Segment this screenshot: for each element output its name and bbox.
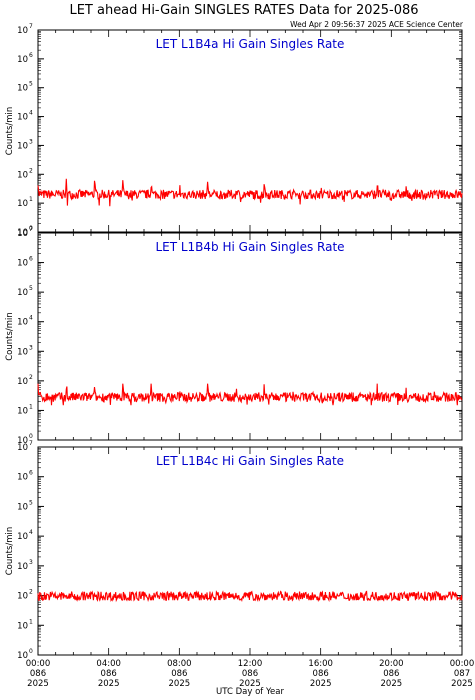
y-tick-exponent: 1 <box>29 403 33 410</box>
x-tick-year: 2025 <box>169 679 191 689</box>
x-tick-year: 2025 <box>239 679 261 689</box>
y-tick-exponent: 0 <box>29 225 33 232</box>
x-tick-year: 2025 <box>310 679 332 689</box>
y-tick-label: 10 <box>17 592 28 602</box>
y-tick-label: 10 <box>17 347 28 357</box>
y-tick-exponent: 7 <box>29 226 33 233</box>
y-tick-exponent: 4 <box>29 529 33 536</box>
y-tick-exponent: 4 <box>29 110 33 117</box>
y-tick-exponent: 7 <box>29 440 33 447</box>
y-tick-label: 10 <box>17 532 28 542</box>
y-tick-exponent: 5 <box>29 81 33 88</box>
y-tick-exponent: 1 <box>29 196 33 203</box>
y-tick-exponent: 5 <box>29 499 33 506</box>
panel-title: LET L1B4b Hi Gain Singles Rate <box>155 240 344 254</box>
y-axis-label: Counts/min <box>5 312 15 361</box>
y-tick-label: 10 <box>17 406 28 416</box>
y-tick-label: 10 <box>17 229 28 239</box>
series-line <box>37 590 463 603</box>
panel-title: LET L1B4a Hi Gain Singles Rate <box>156 37 345 51</box>
plot-frame <box>37 29 463 233</box>
y-tick-exponent: 6 <box>29 52 33 59</box>
y-tick-label: 10 <box>17 199 28 209</box>
y-tick-exponent: 5 <box>29 285 33 292</box>
y-tick-exponent: 0 <box>29 648 33 655</box>
y-tick-label: 10 <box>17 562 28 572</box>
y-tick-exponent: 1 <box>29 618 33 625</box>
y-tick-label: 10 <box>17 377 28 387</box>
y-tick-label: 10 <box>17 259 28 269</box>
y-tick-label: 10 <box>17 621 28 631</box>
x-tick-time: 12:00 <box>238 659 263 669</box>
y-tick-exponent: 4 <box>29 315 33 322</box>
y-tick-label: 10 <box>17 84 28 94</box>
y-tick-label: 10 <box>17 228 28 238</box>
y-tick-exponent: 7 <box>29 23 33 30</box>
y-tick-label: 10 <box>17 26 28 36</box>
y-tick-label: 10 <box>17 502 28 512</box>
x-tick-day: 086 <box>242 669 258 679</box>
y-tick-label: 10 <box>17 473 28 483</box>
y-tick-exponent: 3 <box>29 138 33 145</box>
x-tick-day: 086 <box>383 669 399 679</box>
x-tick-time: 20:00 <box>379 659 404 669</box>
y-tick-exponent: 0 <box>29 433 33 440</box>
x-tick-time: 04:00 <box>96 659 121 669</box>
x-tick-day: 086 <box>101 669 117 679</box>
x-tick-day: 086 <box>171 669 187 679</box>
y-tick-exponent: 3 <box>29 559 33 566</box>
y-tick-exponent: 2 <box>29 374 33 381</box>
x-axis-label: UTC Day of Year <box>216 687 284 697</box>
y-tick-exponent: 2 <box>29 589 33 596</box>
series-line <box>37 178 463 207</box>
y-tick-exponent: 6 <box>29 256 33 263</box>
x-tick-day: 086 <box>313 669 329 679</box>
y-tick-exponent: 6 <box>29 470 33 477</box>
x-tick-year: 2025 <box>27 679 49 689</box>
y-tick-label: 10 <box>17 55 28 65</box>
y-tick-label: 10 <box>17 318 28 328</box>
y-tick-label: 10 <box>17 443 28 453</box>
y-tick-label: 10 <box>17 288 28 298</box>
timestamp: Wed Apr 2 09:56:37 2025 ACE Science Cent… <box>290 20 464 29</box>
series-line <box>37 383 463 406</box>
x-tick-time: 16:00 <box>308 659 333 669</box>
x-tick-time: 00:00 <box>26 659 51 669</box>
y-tick-label: 10 <box>17 141 28 151</box>
x-tick-day: 087 <box>454 669 470 679</box>
page-title: LET ahead Hi-Gain SINGLES RATES Data for… <box>69 3 418 18</box>
plot-frame <box>37 446 463 656</box>
y-tick-label: 10 <box>17 170 28 180</box>
x-tick-year: 2025 <box>381 679 403 689</box>
y-tick-label: 10 <box>17 436 28 446</box>
x-tick-day: 086 <box>30 669 46 679</box>
x-tick-year: 2025 <box>451 679 473 689</box>
x-tick-time: 00:00 <box>450 659 475 669</box>
x-tick-year: 2025 <box>98 679 120 689</box>
y-tick-label: 10 <box>17 651 28 661</box>
x-tick-time: 08:00 <box>167 659 192 669</box>
y-tick-label: 10 <box>17 113 28 123</box>
y-tick-exponent: 3 <box>29 344 33 351</box>
y-axis-label: Counts/min <box>5 107 15 156</box>
plot-frame <box>37 232 463 441</box>
panel-title: LET L1B4c Hi Gain Singles Rate <box>156 454 344 468</box>
y-axis-label: Counts/min <box>5 527 15 576</box>
y-tick-exponent: 2 <box>29 167 33 174</box>
